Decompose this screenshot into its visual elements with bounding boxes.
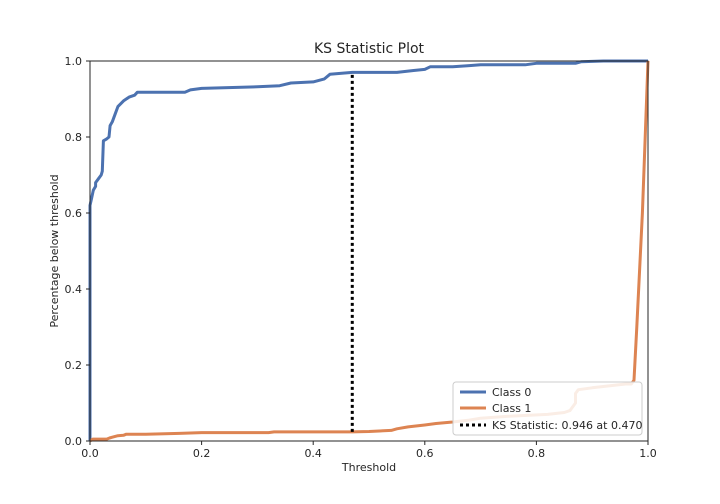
- plot-area: [88, 59, 650, 443]
- y-axis: 0.0 0.2 0.4 0.6 0.8 1.0: [65, 55, 90, 448]
- legend-label-class-0: Class 0: [492, 386, 531, 399]
- x-tick-label: 0.6: [416, 447, 434, 460]
- y-tick-label: 0.2: [65, 359, 83, 372]
- chart-title: KS Statistic Plot: [314, 41, 425, 57]
- x-axis-label: Threshold: [341, 461, 396, 474]
- x-tick-label: 1.0: [639, 447, 657, 460]
- y-tick-label: 0.6: [65, 207, 83, 220]
- x-tick-label: 0.2: [193, 447, 211, 460]
- legend-label-ks: KS Statistic: 0.946 at 0.470: [492, 419, 642, 432]
- y-tick-label: 0.4: [65, 283, 83, 296]
- y-tick-label: 0.0: [65, 435, 83, 448]
- y-axis-label: Percentage below threshold: [48, 174, 61, 327]
- x-axis: 0.0 0.2 0.4 0.6 0.8 1.0: [81, 441, 657, 460]
- plot-background: [90, 61, 648, 441]
- x-tick-label: 0.4: [304, 447, 322, 460]
- plot-frame: [89, 60, 649, 442]
- x-tick-label: 0.0: [81, 447, 99, 460]
- y-tick-label: 1.0: [65, 55, 83, 68]
- x-tick-label: 0.8: [528, 447, 546, 460]
- series-line-class-0: [88, 59, 648, 441]
- legend-label-class-1: Class 1: [492, 402, 531, 415]
- legend: Class 0 Class 1 KS Statistic: 0.946 at 0…: [452, 381, 643, 436]
- y-tick-label: 0.8: [65, 131, 83, 144]
- legend-box: [452, 381, 643, 436]
